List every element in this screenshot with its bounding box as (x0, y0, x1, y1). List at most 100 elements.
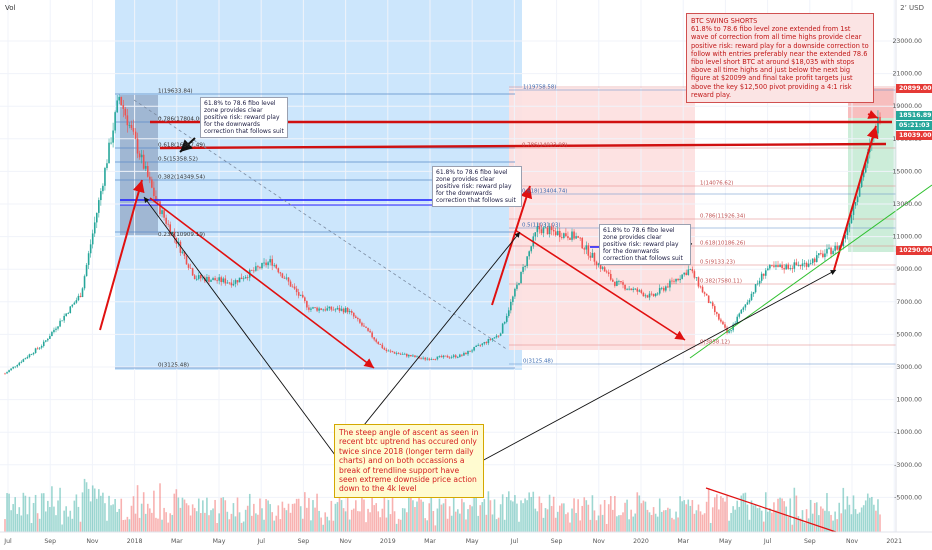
candle-body (381, 344, 384, 349)
volume-bar (102, 492, 104, 532)
volume-bar (149, 508, 151, 532)
candle-body (740, 309, 743, 314)
volume-bar (846, 496, 849, 532)
candle-body (552, 230, 555, 232)
candle-body (399, 353, 402, 355)
candle-body (693, 271, 696, 278)
candle-body (662, 287, 665, 291)
time-tick-label: Mar (171, 538, 183, 545)
candle-body (344, 307, 347, 313)
candle-body (340, 308, 343, 311)
candle-body (222, 278, 225, 283)
volume-bar (71, 518, 74, 532)
volume-bar (483, 499, 486, 532)
volume-bar (542, 517, 545, 532)
volume-bar (77, 506, 80, 532)
candle-body (469, 350, 471, 352)
candle-body (524, 266, 526, 267)
candle-body (57, 326, 59, 329)
volume-bar (614, 495, 616, 532)
fib2-level-label: 0.382(7580.11) (700, 279, 742, 285)
candle-body (703, 292, 706, 294)
volume-bar (807, 518, 810, 532)
candle-body (799, 264, 802, 267)
volume-bar (642, 500, 645, 532)
time-tick-label: Sep (44, 538, 56, 545)
trend-arrows (99, 99, 932, 533)
volume-bar (193, 507, 196, 532)
green-trendline (689, 184, 932, 359)
volume-bar (536, 511, 539, 532)
volume-bar (151, 512, 153, 532)
candle-body (216, 280, 218, 282)
candle-body (450, 356, 453, 358)
candle-body (304, 297, 306, 302)
volume-bar (446, 518, 449, 532)
volume-bar (332, 520, 335, 532)
volume-bar (91, 485, 94, 532)
candle-body (644, 295, 647, 297)
volume-bar (157, 518, 159, 532)
fib1-level-label: 0(3125.48) (158, 363, 189, 369)
volume-bar (860, 507, 863, 532)
candle-body (124, 108, 127, 116)
candle-body (36, 348, 39, 350)
candle-body (269, 259, 271, 263)
candle-body (326, 308, 329, 311)
price-axis[interactable]: 23000.0021000.0019000.0017000.0015000.00… (892, 38, 922, 501)
candle-body (875, 131, 877, 134)
volume-bar (42, 493, 45, 532)
volume-bar (654, 513, 657, 532)
volume-bar (106, 520, 108, 532)
time-axis[interactable]: Jul Sep Nov 2018 Mar May Jul Sep Nov 2019 Mar May Ju… (3, 538, 902, 545)
volume-bar (752, 505, 755, 532)
volume-bar (47, 500, 49, 532)
volume-bar (418, 493, 420, 532)
candle-body (860, 177, 863, 188)
time-tick-label: Jul (256, 538, 265, 545)
candle-body (350, 311, 353, 313)
volume-bar (813, 502, 816, 532)
candle-body (140, 154, 143, 158)
volume-bar (634, 513, 637, 532)
volume-bar (220, 497, 223, 532)
volume-bar (393, 511, 396, 532)
candle-body (193, 275, 196, 280)
candle-body (442, 355, 445, 358)
candle-body (83, 276, 86, 289)
volume-bar (261, 508, 263, 532)
fib2-level-label: 0.618(10186.26) (700, 241, 745, 247)
candle-body (546, 227, 549, 235)
volume-bar (713, 497, 716, 532)
candle-body (403, 353, 406, 355)
candle-body (548, 226, 551, 235)
volume-bar (169, 513, 172, 532)
price-tag-18039: 18039.00 (896, 131, 932, 140)
volume-bar (815, 502, 818, 532)
candle-body (69, 306, 72, 314)
volume-bar (440, 504, 443, 532)
volume-bar (442, 503, 445, 532)
volume-bar (477, 515, 479, 532)
volume-bar (312, 500, 314, 532)
volume-bar (342, 508, 345, 532)
volume-bar (244, 509, 247, 532)
candle-body (444, 355, 447, 357)
candle-body (28, 354, 31, 357)
volume-bar (20, 515, 23, 532)
candle-body (275, 264, 278, 269)
volume-bar (310, 520, 312, 532)
candle-body (569, 238, 571, 240)
volume-bar (397, 518, 400, 532)
candle-body (163, 210, 165, 218)
volume-bar (624, 502, 626, 532)
candle-body (167, 223, 169, 225)
volume-bar (685, 504, 688, 532)
candle-body (628, 288, 630, 290)
candle-body (520, 271, 522, 284)
candle-body (330, 306, 333, 310)
candle-body (473, 347, 475, 351)
candle-body (440, 356, 443, 358)
volume-bar (762, 521, 765, 532)
candle-body (200, 275, 202, 279)
